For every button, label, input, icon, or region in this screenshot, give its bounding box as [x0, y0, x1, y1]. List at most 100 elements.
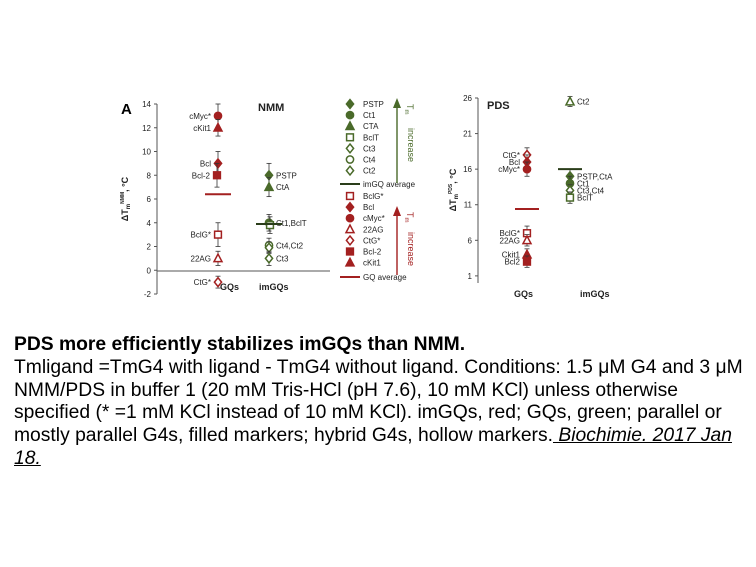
- pds-point-cmyc: [522, 164, 532, 174]
- pds-ytick-label: 16: [463, 165, 472, 174]
- nmm-point-label: Ct1,BclT: [276, 219, 307, 228]
- pds-point-22ag: [521, 234, 533, 245]
- legend-item-label: CtG*: [363, 236, 380, 245]
- nmm-point-label: CtG*: [194, 278, 211, 287]
- nmm-ytick-label: 8: [147, 171, 152, 180]
- tm-label-green: Tm: [403, 104, 415, 115]
- pds-point-label: BclG*: [500, 229, 520, 238]
- nmm-point-label: cKit1: [193, 124, 211, 133]
- pds-ytick-label: 6: [468, 236, 473, 245]
- nmm-ytick-label: 2: [147, 243, 152, 252]
- legend-item-label: BclT: [363, 133, 379, 142]
- nmm-ytick-label: -2: [144, 290, 152, 299]
- legend-marker-ct1: [345, 110, 355, 120]
- legend-item-label: PSTP: [363, 100, 384, 109]
- pds-point-bcl2: [522, 257, 532, 266]
- nmm-ytick-label: 6: [147, 195, 152, 204]
- legend-marker-ct2: [345, 165, 355, 177]
- legend-item-label: CTA: [363, 122, 379, 131]
- nmm-point-ct3: [264, 252, 274, 264]
- nmm-point-bclt: [265, 220, 275, 230]
- pds-point-label: Bcl: [509, 158, 520, 167]
- legend-marker-bcl: [345, 201, 355, 213]
- legend-marker-bclg: [345, 191, 355, 201]
- pds-ytick-label: 21: [463, 130, 472, 139]
- legend-item-label: Ct2: [363, 167, 376, 176]
- nmm-point-label: Bcl-2: [192, 171, 211, 180]
- nmm-point-label: PSTP: [276, 171, 297, 180]
- legend-marker-ct3: [345, 142, 355, 154]
- tm-increase-arrowhead-red: [393, 206, 401, 216]
- pds-point-label: CtG*: [503, 151, 520, 160]
- nmm-ytick-label: 10: [142, 148, 151, 157]
- nmm-point-bclg: [213, 230, 223, 239]
- legend-item-label: Bcl-2: [363, 248, 382, 257]
- legend-marker-22ag: [344, 223, 356, 234]
- pds-xcat-gqs: GQs: [514, 289, 533, 299]
- caption-title: PDS more efficiently stabilizes imGQs th…: [14, 334, 466, 355]
- nmm-ytick-label: 12: [142, 124, 151, 133]
- pds-point-label: Ct1: [577, 179, 590, 188]
- nmm-chart: NMM ΔTmNMM, °C 14 12 10 8 6 4 2 0 -2 cMyc* cKit1 B…: [120, 100, 330, 299]
- legend-marker-cmyc: [345, 213, 355, 223]
- nmm-point-label: Ct3: [276, 254, 289, 263]
- legend-marker-ctg: [345, 234, 355, 246]
- caption-body: Tmligand =TmG4 with ligand - TmG4 withou…: [14, 356, 743, 447]
- legend-item-label: Bcl: [363, 203, 374, 212]
- caption-body-block: Tmligand =TmG4 with ligand - TmG4 withou…: [14, 357, 749, 471]
- nmm-xcat-gqs: GQs: [220, 282, 239, 292]
- legend-item-label: cKit1: [363, 259, 381, 268]
- nmm-point-label: cMyc*: [189, 112, 211, 121]
- nmm-point-label: CtA: [276, 183, 290, 192]
- increase-label-green: increase: [406, 128, 416, 162]
- legend-marker-cta: [344, 120, 356, 131]
- nmm-y-axis-label: ΔTmNMM, °C: [120, 176, 132, 221]
- legend-gq-avg-label: GQ average: [363, 273, 407, 282]
- figure-caption: PDS more efficiently stabilizes imGQs th…: [14, 334, 749, 471]
- nmm-ytick-label: 0: [147, 266, 152, 275]
- pds-point-ct2: [564, 95, 576, 106]
- legend-item-label: Ct4: [363, 156, 376, 165]
- legend-marker-ct4: [345, 155, 355, 164]
- pds-point-label: PSTP,CtA: [577, 172, 613, 181]
- nmm-point-ctg: [213, 276, 223, 288]
- legend: PSTP Ct1 CTA BclT Ct3 Ct4 Ct2 imGQ average Bcl…: [340, 98, 416, 282]
- nmm-xcat-imgqs: imGQs: [259, 282, 289, 292]
- pds-point-label: cMyc*: [498, 165, 520, 174]
- tm-label-red: Tm: [403, 212, 415, 223]
- pds-ytick-label: 1: [468, 272, 473, 281]
- pds-xcat-imgqs: imGQs: [580, 289, 610, 299]
- nmm-point-label: BclG*: [191, 231, 211, 240]
- legend-item-label: 22AG: [363, 225, 383, 234]
- pds-ytick-label: 11: [464, 201, 473, 210]
- increase-label-red: increase: [406, 232, 416, 266]
- nmm-point-label: Ct4,Ct2: [276, 241, 304, 250]
- legend-imgq-avg-label: imGQ average: [363, 180, 416, 189]
- nmm-title: NMM: [258, 102, 284, 114]
- nmm-ytick-label: 14: [142, 100, 151, 109]
- pds-title: PDS: [487, 100, 510, 112]
- legend-marker-pstp: [345, 98, 355, 110]
- legend-marker-bcl2: [345, 247, 355, 256]
- legend-item-label: Ct1: [363, 111, 376, 120]
- pds-ytick-label: 26: [463, 94, 472, 103]
- nmm-point-22ag: [212, 252, 224, 263]
- citation-link[interactable]: Biochimie. 2017 Jan 18.: [14, 425, 732, 469]
- pds-point-bclt: [565, 193, 575, 202]
- figure: A NMM ΔTmNMM, °C 14 12 10 8 6 4 2 0 -2 cMyc* cKit…: [120, 94, 613, 299]
- legend-item-label: BclG*: [363, 192, 383, 201]
- pds-point-label: Ckit1: [502, 251, 521, 260]
- nmm-ytick-label: 4: [147, 219, 152, 228]
- pds-point-label: Bcl2: [504, 258, 520, 267]
- nmm-point-cmyc: [213, 111, 223, 121]
- legend-marker-bclt: [345, 133, 355, 142]
- nmm-point-ckit1: [212, 121, 224, 132]
- nmm-point-label: 22AG: [191, 254, 211, 263]
- pds-y-axis-label: ΔTmPDS, °C: [448, 168, 460, 211]
- tm-increase-arrowhead-green: [393, 98, 401, 108]
- nmm-point-label: Bcl: [200, 159, 211, 168]
- legend-item-label: cMyc*: [363, 214, 385, 223]
- pds-point-label: Ct3,Ct4: [577, 187, 605, 196]
- pds-point-label: BclT: [577, 194, 593, 203]
